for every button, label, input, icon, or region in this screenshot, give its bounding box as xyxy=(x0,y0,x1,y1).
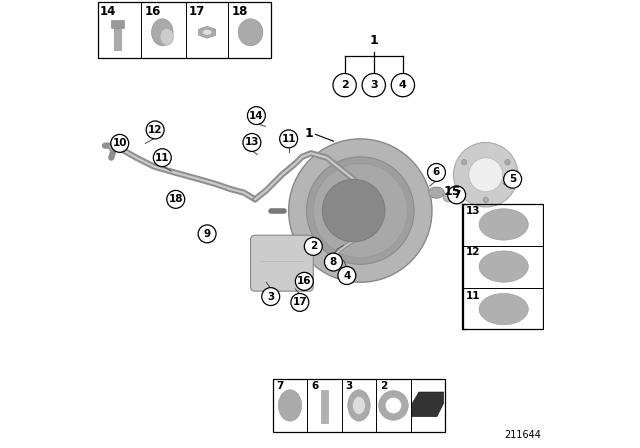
Text: 12: 12 xyxy=(148,125,163,135)
Ellipse shape xyxy=(278,390,301,421)
Text: 2: 2 xyxy=(340,80,349,90)
Text: 4: 4 xyxy=(399,80,407,90)
Text: 13: 13 xyxy=(466,206,480,216)
Ellipse shape xyxy=(479,251,529,282)
Text: 18: 18 xyxy=(232,5,248,18)
Bar xyxy=(111,20,124,28)
Circle shape xyxy=(468,158,503,192)
Ellipse shape xyxy=(348,390,370,421)
Text: 3: 3 xyxy=(267,292,275,302)
Text: 16: 16 xyxy=(145,5,161,18)
Circle shape xyxy=(262,288,280,306)
Polygon shape xyxy=(198,26,216,38)
Text: 7: 7 xyxy=(276,381,284,391)
Circle shape xyxy=(243,134,261,151)
Text: 13: 13 xyxy=(244,138,259,147)
Text: 2: 2 xyxy=(380,381,387,391)
Circle shape xyxy=(291,293,309,311)
Circle shape xyxy=(111,134,129,152)
Bar xyxy=(321,390,328,423)
Circle shape xyxy=(454,142,518,207)
Circle shape xyxy=(280,130,298,148)
Circle shape xyxy=(314,164,408,258)
Text: 15: 15 xyxy=(444,185,461,198)
Ellipse shape xyxy=(479,209,529,240)
Circle shape xyxy=(146,121,164,139)
Text: 17: 17 xyxy=(292,297,307,307)
Bar xyxy=(114,26,121,50)
Ellipse shape xyxy=(238,19,263,46)
Polygon shape xyxy=(202,29,212,35)
Polygon shape xyxy=(412,392,444,417)
FancyBboxPatch shape xyxy=(251,235,314,291)
Circle shape xyxy=(379,391,408,420)
Circle shape xyxy=(505,159,510,165)
Text: 10: 10 xyxy=(113,138,127,148)
Text: 11: 11 xyxy=(155,153,170,163)
Circle shape xyxy=(289,139,432,282)
Circle shape xyxy=(296,272,314,290)
Circle shape xyxy=(333,73,356,97)
Circle shape xyxy=(483,197,488,202)
Text: 12: 12 xyxy=(466,247,480,257)
Circle shape xyxy=(385,397,401,414)
Circle shape xyxy=(154,149,172,167)
Text: 6: 6 xyxy=(311,381,318,391)
Text: 5: 5 xyxy=(509,174,516,184)
Circle shape xyxy=(307,157,414,264)
Text: 14: 14 xyxy=(100,5,116,18)
Text: 3: 3 xyxy=(370,80,378,90)
Circle shape xyxy=(322,179,385,242)
Circle shape xyxy=(324,253,342,271)
Ellipse shape xyxy=(160,28,173,45)
Circle shape xyxy=(461,159,467,165)
Ellipse shape xyxy=(152,19,173,46)
Bar xyxy=(463,204,543,329)
Text: 11: 11 xyxy=(282,134,296,144)
Text: 16: 16 xyxy=(297,276,312,286)
Text: 3: 3 xyxy=(346,381,353,391)
Circle shape xyxy=(338,267,356,284)
Bar xyxy=(99,2,271,58)
Ellipse shape xyxy=(353,396,365,414)
Text: 6: 6 xyxy=(433,168,440,177)
Text: 4: 4 xyxy=(343,271,351,280)
Circle shape xyxy=(391,73,415,97)
Text: 11: 11 xyxy=(466,291,480,301)
Text: 1: 1 xyxy=(369,34,378,47)
Text: 8: 8 xyxy=(330,257,337,267)
Text: 9: 9 xyxy=(204,229,211,239)
Ellipse shape xyxy=(429,187,444,198)
Circle shape xyxy=(362,73,385,97)
Circle shape xyxy=(167,190,185,208)
Text: 18: 18 xyxy=(168,194,183,204)
Text: 17: 17 xyxy=(189,5,205,18)
Text: 1: 1 xyxy=(305,126,314,140)
Circle shape xyxy=(443,193,452,202)
Circle shape xyxy=(504,170,522,188)
Circle shape xyxy=(305,237,323,255)
Text: 211644: 211644 xyxy=(504,430,541,440)
Text: 14: 14 xyxy=(249,111,264,121)
Circle shape xyxy=(248,107,266,125)
Circle shape xyxy=(198,225,216,243)
Text: 7: 7 xyxy=(453,190,460,200)
Text: 2: 2 xyxy=(310,241,317,251)
Bar xyxy=(273,379,445,432)
Circle shape xyxy=(448,186,466,204)
Circle shape xyxy=(428,164,445,181)
Ellipse shape xyxy=(479,293,529,325)
Circle shape xyxy=(109,142,118,151)
